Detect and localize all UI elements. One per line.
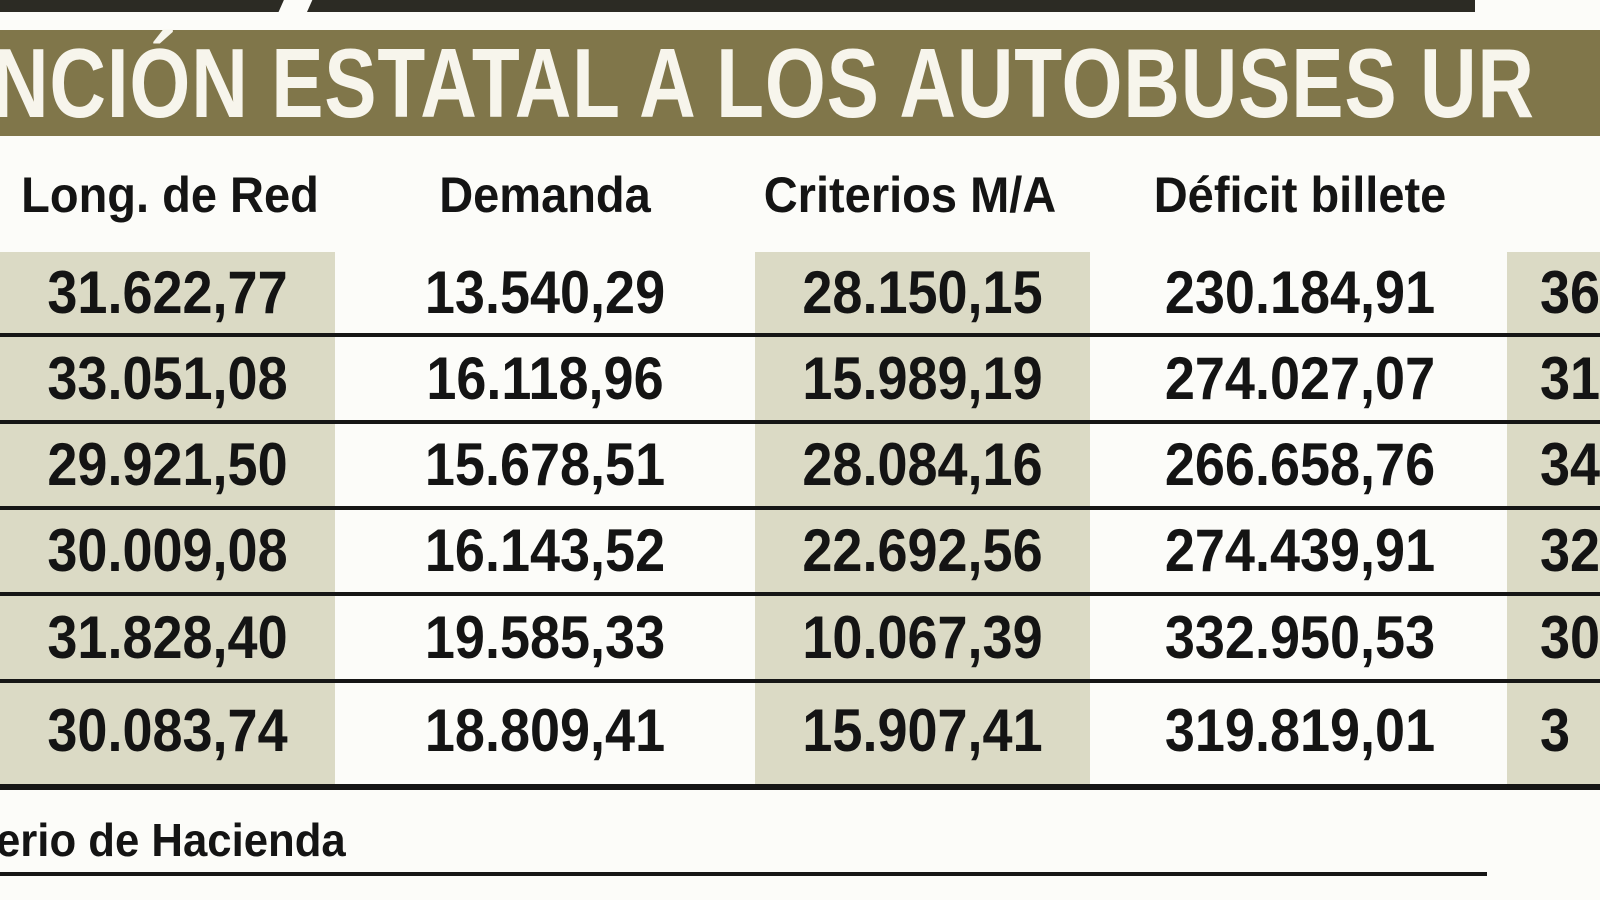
column-header-demanda: Demanda xyxy=(439,167,651,223)
cell-row3-clipped: 34 xyxy=(1540,431,1600,498)
source-rule xyxy=(0,872,1487,876)
column-shade-long-red xyxy=(0,252,335,784)
column-shade-criterios xyxy=(755,252,1090,784)
column-shade-right-clipped xyxy=(1507,252,1600,784)
row-separator-4 xyxy=(0,592,1600,596)
cell-row3-long-red: 29.921,50 xyxy=(47,431,288,498)
cell-row6-deficit: 319.819,01 xyxy=(1164,697,1436,764)
cell-row5-deficit: 332.950,53 xyxy=(1164,604,1436,671)
cell-row4-clipped: 32 xyxy=(1540,517,1600,584)
cell-row6-demanda: 18.809,41 xyxy=(424,697,666,764)
cell-row6-clipped: 3 xyxy=(1540,697,1571,764)
cell-row2-demanda: 16.118,96 xyxy=(426,345,664,412)
column-header-deficit-billete: Déficit billete xyxy=(1153,167,1447,223)
cell-row5-clipped: 30 xyxy=(1540,604,1600,671)
cell-row3-demanda: 15.678,51 xyxy=(424,431,666,498)
row-separator-2 xyxy=(0,420,1600,424)
page-title: NCIÓN ESTATAL A LOS AUTOBUSES UR xyxy=(0,28,1535,138)
top-crop-rule xyxy=(0,0,1475,12)
cell-row4-demanda: 16.143,52 xyxy=(424,517,666,584)
table-bottom-rule xyxy=(0,784,1600,790)
cell-row4-long-red: 30.009,08 xyxy=(47,517,288,584)
cell-row3-criterios: 28.084,16 xyxy=(802,431,1043,498)
cell-row4-criterios: 22.692,56 xyxy=(802,517,1043,584)
column-header-long-de-red: Long. de Red xyxy=(21,167,319,223)
cell-row1-deficit: 230.184,91 xyxy=(1164,259,1436,326)
column-header-criterios-ma: Criterios M/A xyxy=(763,167,1057,223)
row-separator-1 xyxy=(0,333,1600,337)
source-note: erio de Hacienda xyxy=(0,814,346,866)
cell-row4-deficit: 274.439,91 xyxy=(1164,517,1436,584)
cell-row5-long-red: 31.828,40 xyxy=(47,604,288,671)
cell-row3-deficit: 266.658,76 xyxy=(1164,431,1436,498)
title-band: NCIÓN ESTATAL A LOS AUTOBUSES UR xyxy=(0,30,1600,136)
cell-row1-criterios: 28.150,15 xyxy=(802,259,1043,326)
cell-row1-clipped: 36 xyxy=(1540,259,1600,326)
cell-row6-criterios: 15.907,41 xyxy=(802,697,1043,764)
row-separator-5 xyxy=(0,679,1600,683)
cell-row5-demanda: 19.585,33 xyxy=(424,604,666,671)
cell-row5-criterios: 10.067,39 xyxy=(802,604,1043,671)
cell-row2-deficit: 274.027,07 xyxy=(1164,345,1436,412)
cell-row2-long-red: 33.051,08 xyxy=(47,345,288,412)
cell-row1-demanda: 13.540,29 xyxy=(424,259,666,326)
cell-row2-clipped: 31 xyxy=(1540,345,1600,412)
cell-row2-criterios: 15.989,19 xyxy=(802,345,1043,412)
row-separator-3 xyxy=(0,506,1600,510)
cell-row6-long-red: 30.083,74 xyxy=(47,697,288,764)
accent-notch xyxy=(274,0,316,12)
cell-row1-long-red: 31.622,77 xyxy=(47,259,288,326)
